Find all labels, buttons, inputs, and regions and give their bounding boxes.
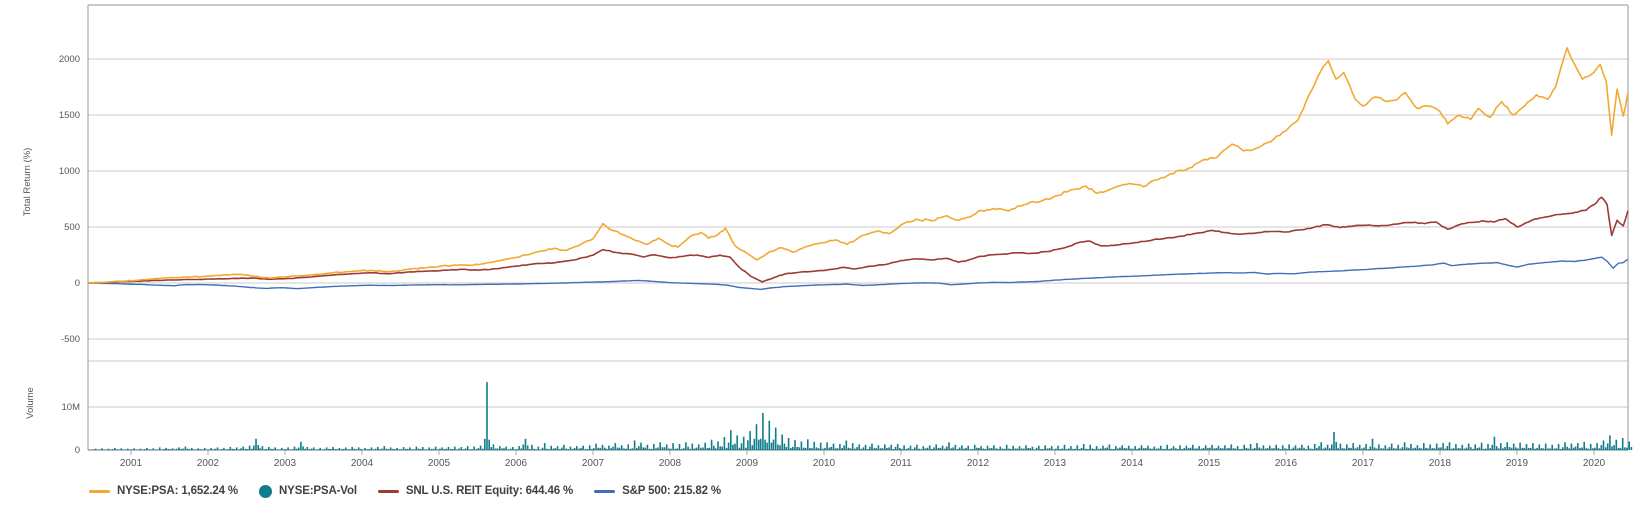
- svg-text:2005: 2005: [428, 458, 451, 469]
- legend-label: SNL U.S. REIT Equity: 644.46 %: [406, 485, 573, 497]
- svg-text:2011: 2011: [890, 458, 912, 469]
- y-axis-total-return: 2000 1500 1000 500 0 -500 Total Return (%): [22, 54, 80, 345]
- legend-item-snl-us-reit-equity[interactable]: SNL U.S. REIT Equity: 644.46 %: [378, 485, 573, 497]
- svg-text:2007: 2007: [582, 458, 605, 469]
- svg-text:2014: 2014: [1121, 458, 1144, 469]
- legend-label: NYSE:PSA: 1,652.24 %: [117, 485, 238, 497]
- svg-text:2013: 2013: [1044, 458, 1067, 469]
- svg-text:2017: 2017: [1352, 458, 1375, 469]
- legend-item-nyse-psa[interactable]: NYSE:PSA: 1,652.24 %: [89, 485, 238, 497]
- svg-text:2012: 2012: [967, 458, 990, 469]
- svg-text:2020: 2020: [1583, 458, 1606, 469]
- line-swatch-icon: [378, 490, 399, 493]
- svg-text:0: 0: [75, 445, 80, 456]
- volume-bars: [93, 382, 1633, 450]
- legend-item-nyse-psa-vol[interactable]: NYSE:PSA-Vol: [259, 485, 357, 498]
- y-axis-title-volume: Volume: [25, 387, 36, 419]
- series-spx-line: [89, 257, 1628, 289]
- svg-text:500: 500: [64, 222, 80, 233]
- gridlines: [88, 5, 1628, 450]
- series-psa-line: [89, 48, 1628, 283]
- svg-text:2015: 2015: [1198, 458, 1221, 469]
- svg-text:2003: 2003: [274, 458, 297, 469]
- legend-item-sp-500[interactable]: S&P 500: 215.82 %: [594, 485, 721, 497]
- svg-text:2001: 2001: [120, 458, 143, 469]
- svg-text:2018: 2018: [1429, 458, 1452, 469]
- svg-text:2000: 2000: [59, 54, 80, 65]
- svg-text:1500: 1500: [59, 110, 80, 121]
- x-axis: 2001 2002 2003 2004 2005 2006 2007 2008 2009 2010…: [120, 450, 1606, 469]
- svg-text:0: 0: [75, 278, 80, 289]
- svg-text:2016: 2016: [1275, 458, 1298, 469]
- svg-text:2002: 2002: [197, 458, 220, 469]
- svg-text:-500: -500: [61, 334, 80, 345]
- legend-label: S&P 500: 215.82 %: [622, 485, 721, 497]
- y-axis-volume: 10M 0 Volume: [25, 387, 80, 456]
- svg-text:2010: 2010: [813, 458, 836, 469]
- svg-text:2004: 2004: [351, 458, 374, 469]
- circle-swatch-icon: [259, 485, 272, 498]
- chart-legend: NYSE:PSA: 1,652.24 % NYSE:PSA-Vol SNL U.S.…: [89, 482, 721, 500]
- svg-text:2008: 2008: [659, 458, 682, 469]
- line-swatch-icon: [594, 490, 615, 493]
- svg-text:2009: 2009: [736, 458, 759, 469]
- y-axis-title-total-return: Total Return (%): [22, 148, 33, 217]
- series-reit-line: [89, 197, 1628, 283]
- svg-text:2019: 2019: [1506, 458, 1529, 469]
- svg-text:1000: 1000: [59, 166, 80, 177]
- legend-label: NYSE:PSA-Vol: [279, 485, 357, 497]
- svg-text:10M: 10M: [62, 402, 81, 413]
- svg-text:2006: 2006: [505, 458, 528, 469]
- line-swatch-icon: [89, 490, 110, 493]
